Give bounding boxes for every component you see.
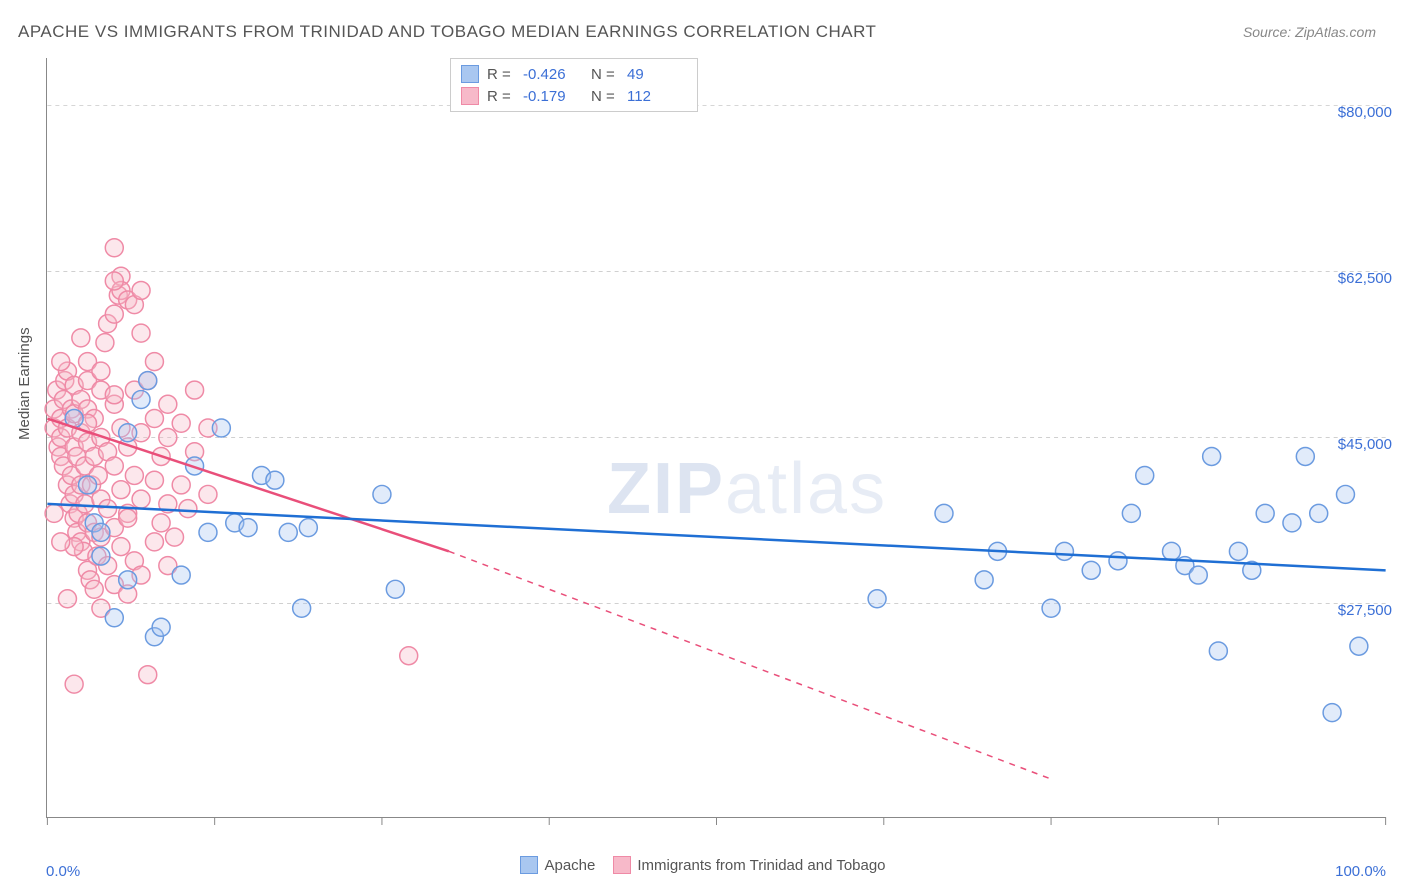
y-tick-label: $62,500	[1338, 270, 1392, 287]
legend-label-apache: Apache	[544, 857, 595, 874]
trinidad-N-value: 112	[627, 88, 687, 105]
legend-item-trinidad: Immigrants from Trinidad and Tobago	[613, 856, 885, 874]
trinidad-R-value: -0.179	[523, 88, 583, 105]
legend-label-trinidad: Immigrants from Trinidad and Tobago	[637, 857, 885, 874]
correlation-stats-box: R = -0.426 N = 49 R = -0.179 N = 112	[450, 58, 698, 112]
stats-row-apache: R = -0.426 N = 49	[461, 63, 687, 85]
x-axis-max-label: 100.0%	[1335, 863, 1386, 880]
R-label: R =	[487, 88, 515, 105]
y-axis-label: Median Earnings	[16, 327, 33, 440]
apache-N-value: 49	[627, 66, 687, 83]
y-tick-label: $45,000	[1338, 436, 1392, 453]
stats-row-trinidad: R = -0.179 N = 112	[461, 85, 687, 107]
swatch-apache	[461, 65, 479, 83]
source-attribution: Source: ZipAtlas.com	[1243, 24, 1376, 40]
y-tick-label: $27,500	[1338, 602, 1392, 619]
swatch-trinidad	[461, 87, 479, 105]
chart-svg	[47, 58, 1386, 817]
R-label: R =	[487, 66, 515, 83]
chart-title: APACHE VS IMMIGRANTS FROM TRINIDAD AND T…	[18, 22, 876, 42]
x-axis-min-label: 0.0%	[46, 863, 80, 880]
legend-item-apache: Apache	[520, 856, 595, 874]
bottom-legend: Apache Immigrants from Trinidad and Toba…	[0, 856, 1406, 874]
N-label: N =	[591, 66, 619, 83]
swatch-trinidad	[613, 856, 631, 874]
apache-R-value: -0.426	[523, 66, 583, 83]
swatch-apache	[520, 856, 538, 874]
plot-area: ZIPatlas	[46, 58, 1386, 818]
N-label: N =	[591, 88, 619, 105]
y-tick-label: $80,000	[1338, 104, 1392, 121]
